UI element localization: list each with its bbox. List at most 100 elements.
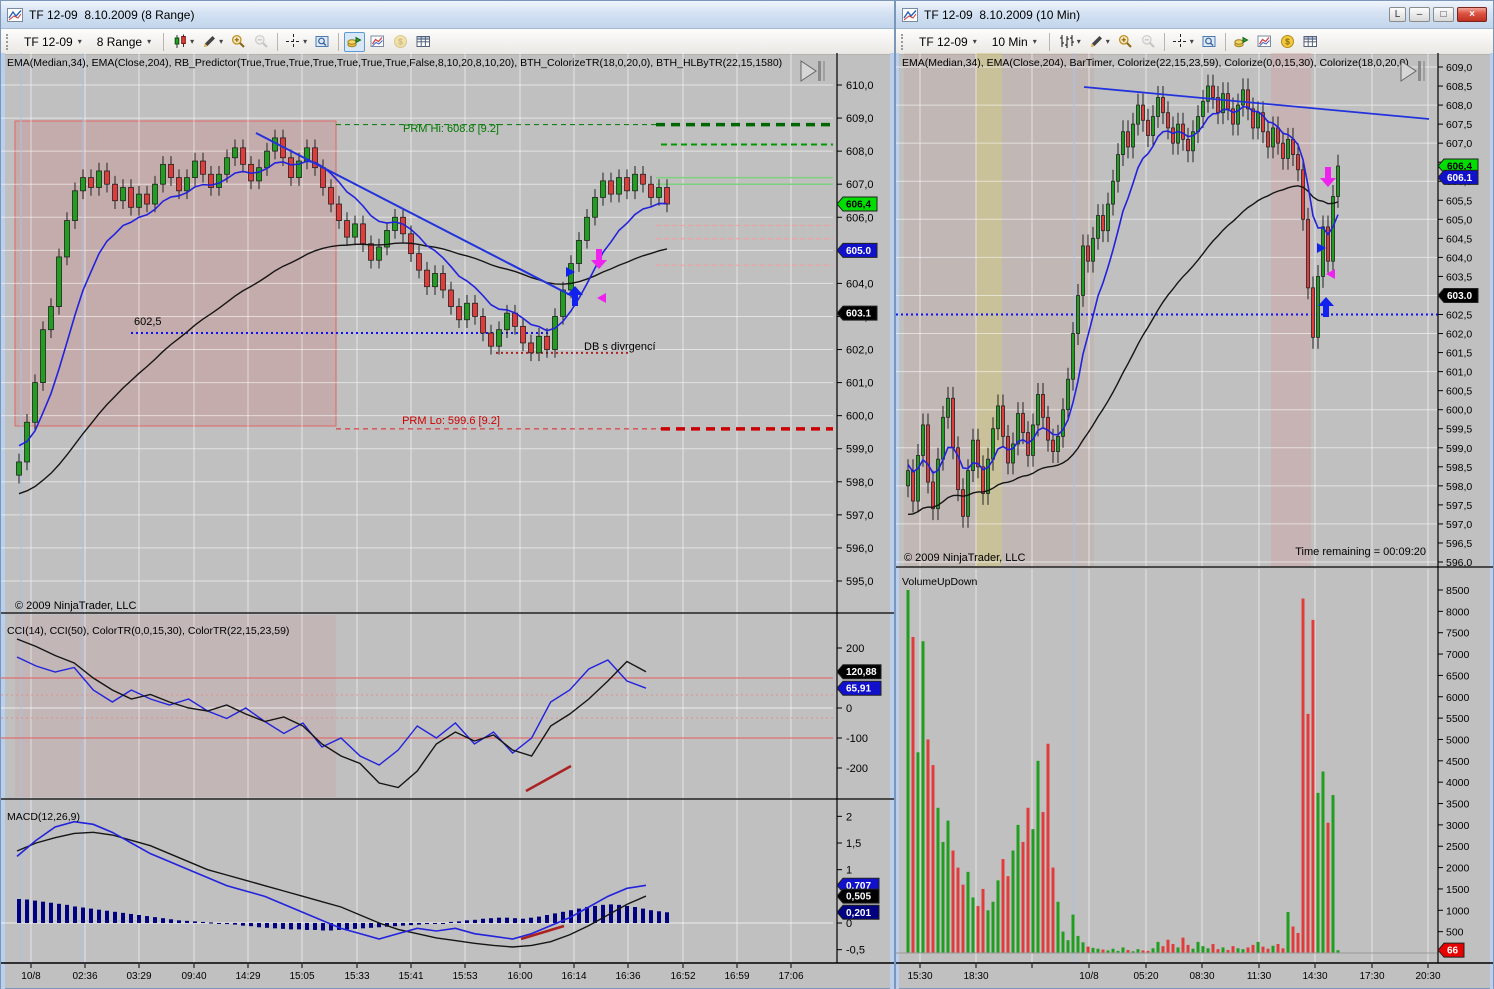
time-axis[interactable]: 10/8 02:36 03:29 09:40 14:29 15:05 15:33 15:41 1… (21, 964, 804, 982)
svg-text:604,5: 604,5 (1446, 233, 1472, 245)
svg-text:200: 200 (846, 643, 864, 655)
svg-text:604,0: 604,0 (846, 278, 874, 290)
svg-text:603,5: 603,5 (1446, 271, 1472, 283)
svg-text:606.1: 606.1 (1447, 173, 1472, 184)
pencil-icon[interactable]: ▾ (199, 32, 226, 52)
new-chart-icon[interactable] (367, 32, 388, 52)
ema-slow-marker: 603.0 (1437, 287, 1479, 303)
chart-style-icon[interactable]: ▾ (1056, 32, 1084, 52)
svg-text:605,0: 605,0 (1446, 214, 1472, 226)
minimize-button[interactable]: – (1409, 7, 1430, 22)
svg-text:608,0: 608,0 (1446, 100, 1472, 112)
svg-text:05:20: 05:20 (1133, 971, 1158, 982)
crosshair-icon[interactable]: ▾ (283, 32, 310, 52)
chart-trader-icon[interactable] (344, 31, 366, 52)
ema-fast-marker: 606.1 (1437, 169, 1479, 185)
svg-text:597,0: 597,0 (846, 510, 874, 522)
toolbar-grip[interactable] (901, 33, 907, 50)
chevron-down-icon: ▾ (219, 37, 224, 46)
window-buttons: L – □ × (1389, 7, 1487, 22)
svg-text:PRM Lo: 599.6 [9.2]: PRM Lo: 599.6 [9.2] (402, 415, 500, 427)
svg-text:0: 0 (846, 918, 852, 930)
toolbar: TF 12-09 ▾ 8 Range ▾ ▾ ▾ ▾ $ (1, 29, 894, 55)
svg-text:2: 2 (846, 811, 852, 823)
svg-text:6500: 6500 (1446, 670, 1470, 682)
interval-dropdown[interactable]: 10 Min ▾ (986, 33, 1043, 51)
restore-button[interactable]: □ (1433, 7, 1454, 22)
svg-text:66: 66 (1447, 946, 1459, 957)
toolbar-separator (338, 32, 340, 51)
svg-text:7500: 7500 (1446, 628, 1470, 640)
new-chart-icon[interactable] (1254, 32, 1275, 52)
pencil-icon[interactable]: ▾ (1086, 32, 1113, 52)
chevron-down-icon: ▾ (1032, 37, 1037, 46)
instrument-dropdown[interactable]: TF 12-09 ▾ (913, 33, 983, 51)
interval-dropdown[interactable]: 8 Range ▾ (91, 33, 157, 51)
buy-arrow (1318, 297, 1334, 317)
svg-text:MACD(12,26,9): MACD(12,26,9) (7, 811, 80, 823)
toolbar-separator (1224, 32, 1226, 51)
coin-icon: $ (390, 32, 411, 52)
svg-text:-200: -200 (846, 763, 868, 775)
chevron-down-icon: ▾ (77, 37, 82, 46)
signal-triangle (1317, 243, 1326, 253)
svg-text:500: 500 (1446, 927, 1464, 939)
svg-text:EMA(Median,34), EMA(Close,204): EMA(Median,34), EMA(Close,204), BarTimer… (902, 57, 1409, 69)
link-button[interactable]: L (1389, 7, 1406, 22)
svg-text:14:29: 14:29 (235, 971, 260, 982)
svg-text:600,5: 600,5 (1446, 386, 1472, 398)
svg-text:16:00: 16:00 (507, 971, 532, 982)
time-axis[interactable]: 15:30 18:30 10/8 05:20 08:30 11:30 14:30 17:30 2… (907, 964, 1441, 982)
gridlines (896, 53, 1438, 963)
interval-label: 8 Range (96, 34, 143, 49)
coin-icon[interactable]: $ (1277, 32, 1298, 52)
data-box-icon[interactable] (1199, 32, 1220, 52)
instrument-dropdown[interactable]: TF 12-09 ▾ (18, 33, 88, 51)
svg-text:16:14: 16:14 (561, 971, 586, 982)
svg-text:599,5: 599,5 (1446, 424, 1472, 436)
price-axis[interactable]: 609,0608,5608,0607,5607,0606,5606,0605,5… (1437, 53, 1472, 963)
window-icon (7, 7, 23, 22)
ema-slow-marker: 603.1 (836, 305, 878, 321)
toolbar-separator (1048, 32, 1050, 51)
svg-text:602,0: 602,0 (846, 345, 874, 357)
chart-canvas-10-min[interactable]: 609,0608,5608,0607,5607,0606,5606,0605,5… (896, 53, 1493, 989)
zoom-in-icon[interactable] (228, 32, 249, 52)
svg-text:-100: -100 (846, 733, 868, 745)
chevron-down-icon: ▾ (190, 37, 195, 46)
go-to-end-icon[interactable] (1400, 60, 1425, 82)
toolbar-grip[interactable] (6, 33, 12, 50)
volume-bars (906, 589, 1340, 953)
svg-text:596,5: 596,5 (1446, 538, 1472, 550)
zoom-in-icon[interactable] (1115, 32, 1136, 52)
grid-icon[interactable] (1300, 32, 1321, 52)
svg-text:1000: 1000 (1446, 905, 1470, 917)
chart-style-icon[interactable]: ▾ (170, 32, 197, 52)
price-axis[interactable]: 610,0609,0608,0607,0606,0605,0604,0603,0… (836, 53, 874, 963)
svg-text:604,0: 604,0 (1446, 252, 1472, 264)
crosshair-icon[interactable]: ▾ (1170, 32, 1197, 52)
svg-text:606,4: 606,4 (1447, 162, 1472, 173)
svg-text:03:29: 03:29 (126, 971, 151, 982)
data-box-icon[interactable] (312, 32, 333, 52)
svg-text:© 2009 NinjaTrader, LLC: © 2009 NinjaTrader, LLC (15, 600, 136, 612)
svg-text:8000: 8000 (1446, 606, 1470, 618)
svg-text:4000: 4000 (1446, 777, 1470, 789)
titlebar[interactable]: TF 12-09 8.10.2009 (10 Min) L – □ × (896, 1, 1493, 29)
go-to-end-icon[interactable] (800, 60, 825, 82)
close-button[interactable]: × (1457, 7, 1487, 22)
svg-text:608,5: 608,5 (1446, 81, 1472, 93)
chart-trader-icon[interactable] (1231, 32, 1252, 52)
svg-text:1,5: 1,5 (846, 838, 861, 850)
chart-canvas-8-range[interactable]: 610,0609,0608,0607,0606,0605,0604,0603,0… (1, 53, 894, 989)
sell-arrow (1320, 167, 1336, 187)
candlestick-series (16, 129, 670, 484)
svg-text:602,5: 602,5 (134, 316, 162, 328)
chevron-down-icon: ▾ (303, 37, 308, 46)
sell-arrow (591, 249, 607, 269)
grid-icon[interactable] (413, 32, 434, 52)
svg-text:65,91: 65,91 (846, 684, 871, 695)
signal-triangle (566, 267, 575, 277)
titlebar[interactable]: TF 12-09 8.10.2009 (8 Range) (1, 1, 894, 29)
